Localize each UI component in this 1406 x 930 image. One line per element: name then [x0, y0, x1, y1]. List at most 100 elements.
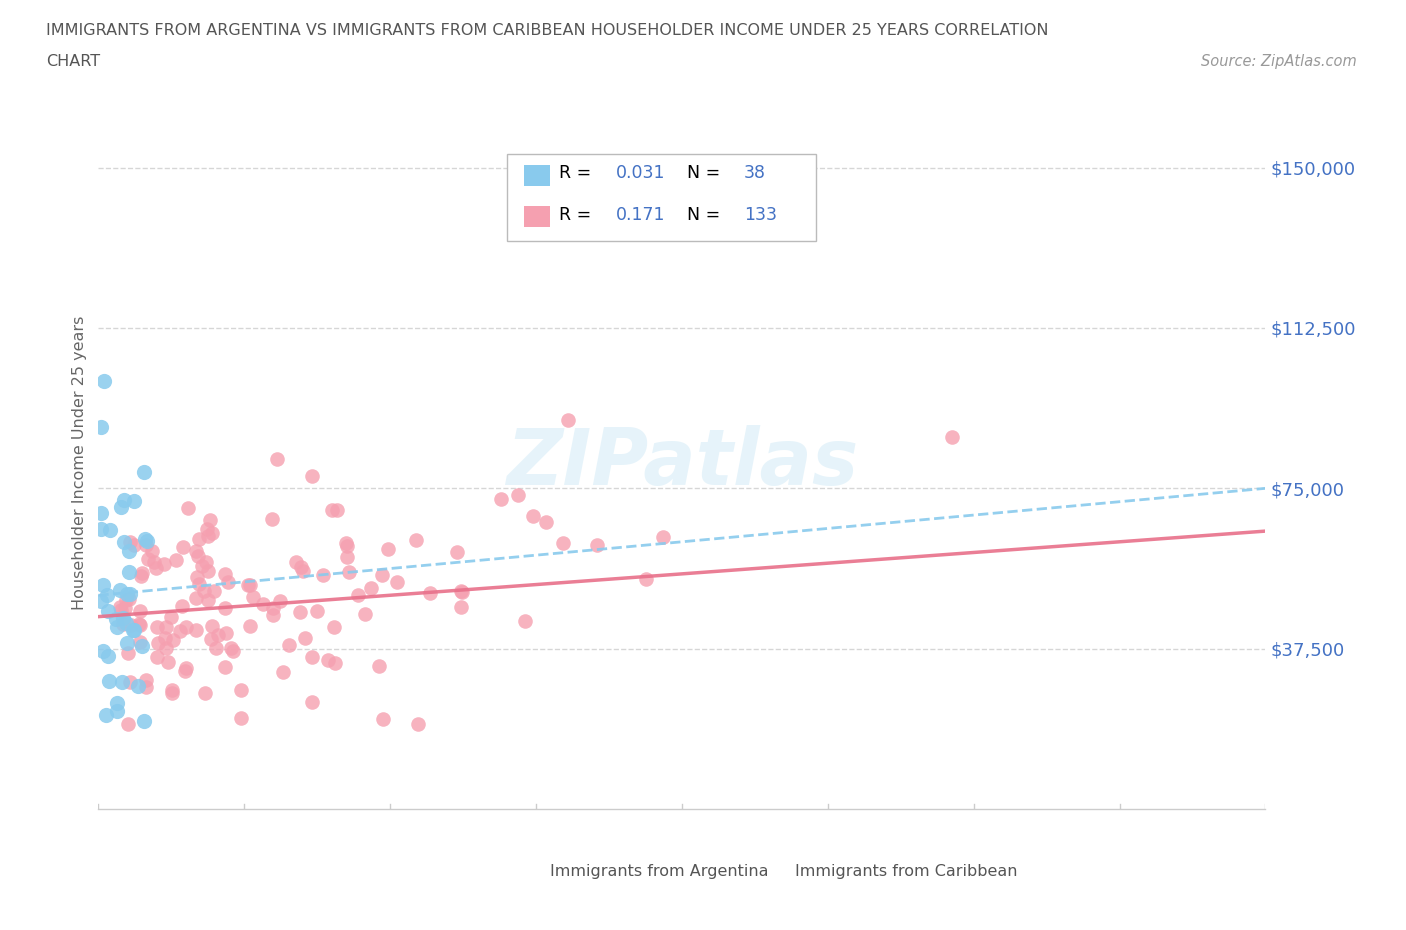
- Point: [195, 522, 218, 537]
- Point: [266, 451, 288, 466]
- Point: [120, 618, 142, 632]
- Point: [97, 604, 120, 618]
- Point: [191, 559, 214, 574]
- Point: [184, 623, 207, 638]
- Point: [321, 503, 343, 518]
- Point: [97, 648, 120, 663]
- Point: [239, 618, 262, 633]
- Bar: [524, 165, 550, 186]
- Point: [301, 469, 323, 484]
- Point: [450, 600, 472, 615]
- Bar: [513, 862, 541, 882]
- Point: [316, 652, 339, 667]
- Point: [118, 587, 141, 602]
- Point: [117, 646, 139, 661]
- Point: [169, 623, 191, 638]
- Point: [536, 515, 558, 530]
- Point: [142, 554, 165, 569]
- Point: [155, 631, 177, 645]
- Point: [184, 544, 207, 559]
- Point: [941, 430, 963, 445]
- Point: [323, 619, 346, 634]
- Bar: [758, 862, 787, 882]
- Point: [291, 564, 314, 578]
- Point: [294, 631, 316, 645]
- Point: [105, 703, 128, 718]
- Point: [114, 593, 136, 608]
- Point: [201, 618, 224, 633]
- Point: [135, 534, 157, 549]
- Point: [239, 578, 262, 592]
- Point: [174, 619, 197, 634]
- Point: [165, 552, 187, 567]
- Point: [284, 554, 307, 569]
- Point: [371, 567, 394, 582]
- Text: IMMIGRANTS FROM ARGENTINA VS IMMIGRANTS FROM CARIBBEAN HOUSEHOLDER INCOME UNDER : IMMIGRANTS FROM ARGENTINA VS IMMIGRANTS …: [46, 23, 1049, 38]
- Point: [174, 661, 197, 676]
- Point: [204, 641, 226, 656]
- Point: [162, 632, 184, 647]
- Point: [201, 525, 224, 540]
- Point: [377, 541, 399, 556]
- Point: [145, 561, 167, 576]
- Point: [155, 640, 177, 655]
- Point: [93, 644, 115, 658]
- Point: [557, 413, 579, 428]
- Point: [522, 509, 544, 524]
- Point: [110, 603, 132, 618]
- Point: [93, 374, 115, 389]
- Point: [197, 528, 219, 543]
- Point: [312, 568, 335, 583]
- Point: [112, 535, 135, 550]
- Point: [105, 611, 128, 626]
- Point: [360, 581, 382, 596]
- Point: [159, 610, 181, 625]
- Point: [91, 578, 114, 593]
- Point: [129, 568, 152, 583]
- Point: [450, 584, 472, 599]
- Point: [214, 659, 236, 674]
- Point: [90, 593, 112, 608]
- Point: [90, 506, 112, 521]
- Point: [134, 532, 156, 547]
- Point: [118, 591, 141, 606]
- Point: [120, 534, 142, 549]
- Point: [323, 656, 346, 671]
- Point: [117, 587, 139, 602]
- Point: [194, 685, 217, 700]
- Point: [406, 716, 429, 731]
- Text: 0.031: 0.031: [616, 164, 665, 182]
- Point: [506, 488, 529, 503]
- Point: [146, 635, 169, 650]
- Point: [513, 614, 536, 629]
- Point: [132, 465, 155, 480]
- Text: Immigrants from Caribbean: Immigrants from Caribbean: [796, 864, 1018, 879]
- Point: [129, 604, 152, 618]
- Point: [187, 531, 209, 546]
- Point: [336, 550, 359, 565]
- Point: [141, 544, 163, 559]
- Point: [128, 618, 150, 632]
- Point: [634, 572, 657, 587]
- Point: [271, 665, 294, 680]
- Point: [127, 679, 149, 694]
- Point: [117, 635, 139, 650]
- Point: [371, 711, 394, 726]
- Point: [121, 622, 143, 637]
- Point: [222, 644, 245, 658]
- Point: [118, 674, 141, 689]
- Y-axis label: Householder Income Under 25 years: Householder Income Under 25 years: [72, 315, 87, 610]
- Point: [186, 569, 208, 584]
- Bar: [524, 206, 550, 227]
- Point: [162, 683, 184, 698]
- Point: [194, 555, 217, 570]
- Point: [367, 658, 389, 673]
- Point: [450, 584, 472, 599]
- Point: [118, 565, 141, 579]
- Point: [135, 679, 157, 694]
- Point: [219, 641, 242, 656]
- Point: [170, 599, 193, 614]
- Text: 133: 133: [744, 206, 776, 223]
- Point: [325, 502, 347, 517]
- Point: [136, 552, 159, 567]
